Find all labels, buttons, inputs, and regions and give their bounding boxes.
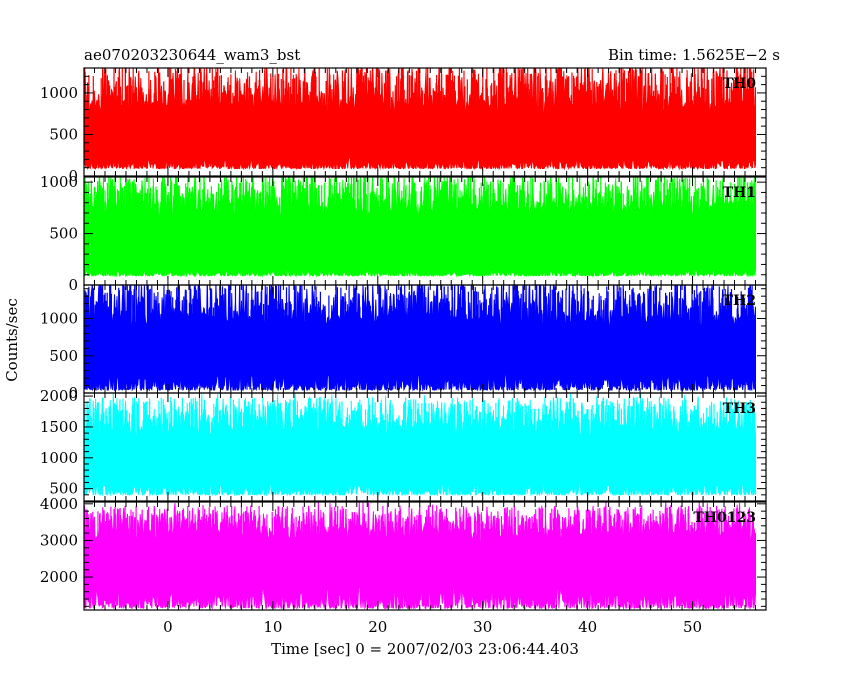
y-tick-label: 0 [68,167,78,185]
x-tick-label: 50 [683,618,702,636]
y-tick-label: 0 [68,276,78,294]
panel-frame [83,501,767,611]
x-tick-label: 30 [473,618,492,636]
series-th1 [84,177,756,278]
y-tick-label: 3000 [40,531,78,549]
y-tick-label: 4000 [40,495,78,513]
series-spikes-th1 [84,177,756,272]
x-tick-label: 10 [263,618,282,636]
y-tick-label: 1500 [40,418,78,436]
x-tick-label: 0 [163,618,173,636]
panel-th1: 0 500 1000 TH1 [40,173,767,294]
y-tick-label: 0 [68,384,78,402]
panel-th0: 0 500 1000 TH0 [40,67,767,185]
panel-frame [83,67,767,177]
x-tick-label: 20 [368,618,387,636]
chart-subtitle: Bin time: 1.5625E−2 s [608,46,780,64]
panel-label-th3: TH3 [723,401,756,417]
panel-label-th1: TH1 [723,185,756,201]
y-tick-label: 1000 [40,310,78,328]
panel-label-th2: TH2 [723,293,756,309]
series-spikes-th2 [84,285,754,377]
panel-frame [83,392,767,502]
y-tick-label: 500 [49,347,78,365]
y-tick-label: 2000 [40,387,78,405]
panel-label-th0123: TH0123 [693,510,756,526]
panel-label-th0: TH0 [723,76,757,92]
x-tick-label: 40 [578,618,597,636]
y-tick-label: 2000 [40,568,78,586]
series-spikes-th3 [84,396,754,487]
series-spikes-th0 [84,68,756,161]
y-tick-label: 1000 [40,84,78,102]
panel-th3: 500 1000 1500 2000 TH3 [40,387,767,502]
x-axis-label: Time [sec] 0 = 2007/02/03 23:06:44.403 [271,640,579,658]
panel-th0123: 2000 3000 4000 TH0123 0 10 20 30 40 50 [40,495,767,636]
y-tick-label: 500 [49,480,78,498]
y-tick-label: 500 [49,125,78,143]
panel-th2: 0 500 1000 TH2 [40,284,767,402]
y-tick-label: 1000 [40,173,78,191]
y-tick-label: 1000 [40,449,78,467]
series-spikes-th0123 [84,505,751,595]
y-tick-label: 500 [49,225,78,243]
chart-title: ae070203230644_wam3_bst [84,46,300,64]
y-axis-label: Counts/sec [3,298,21,382]
